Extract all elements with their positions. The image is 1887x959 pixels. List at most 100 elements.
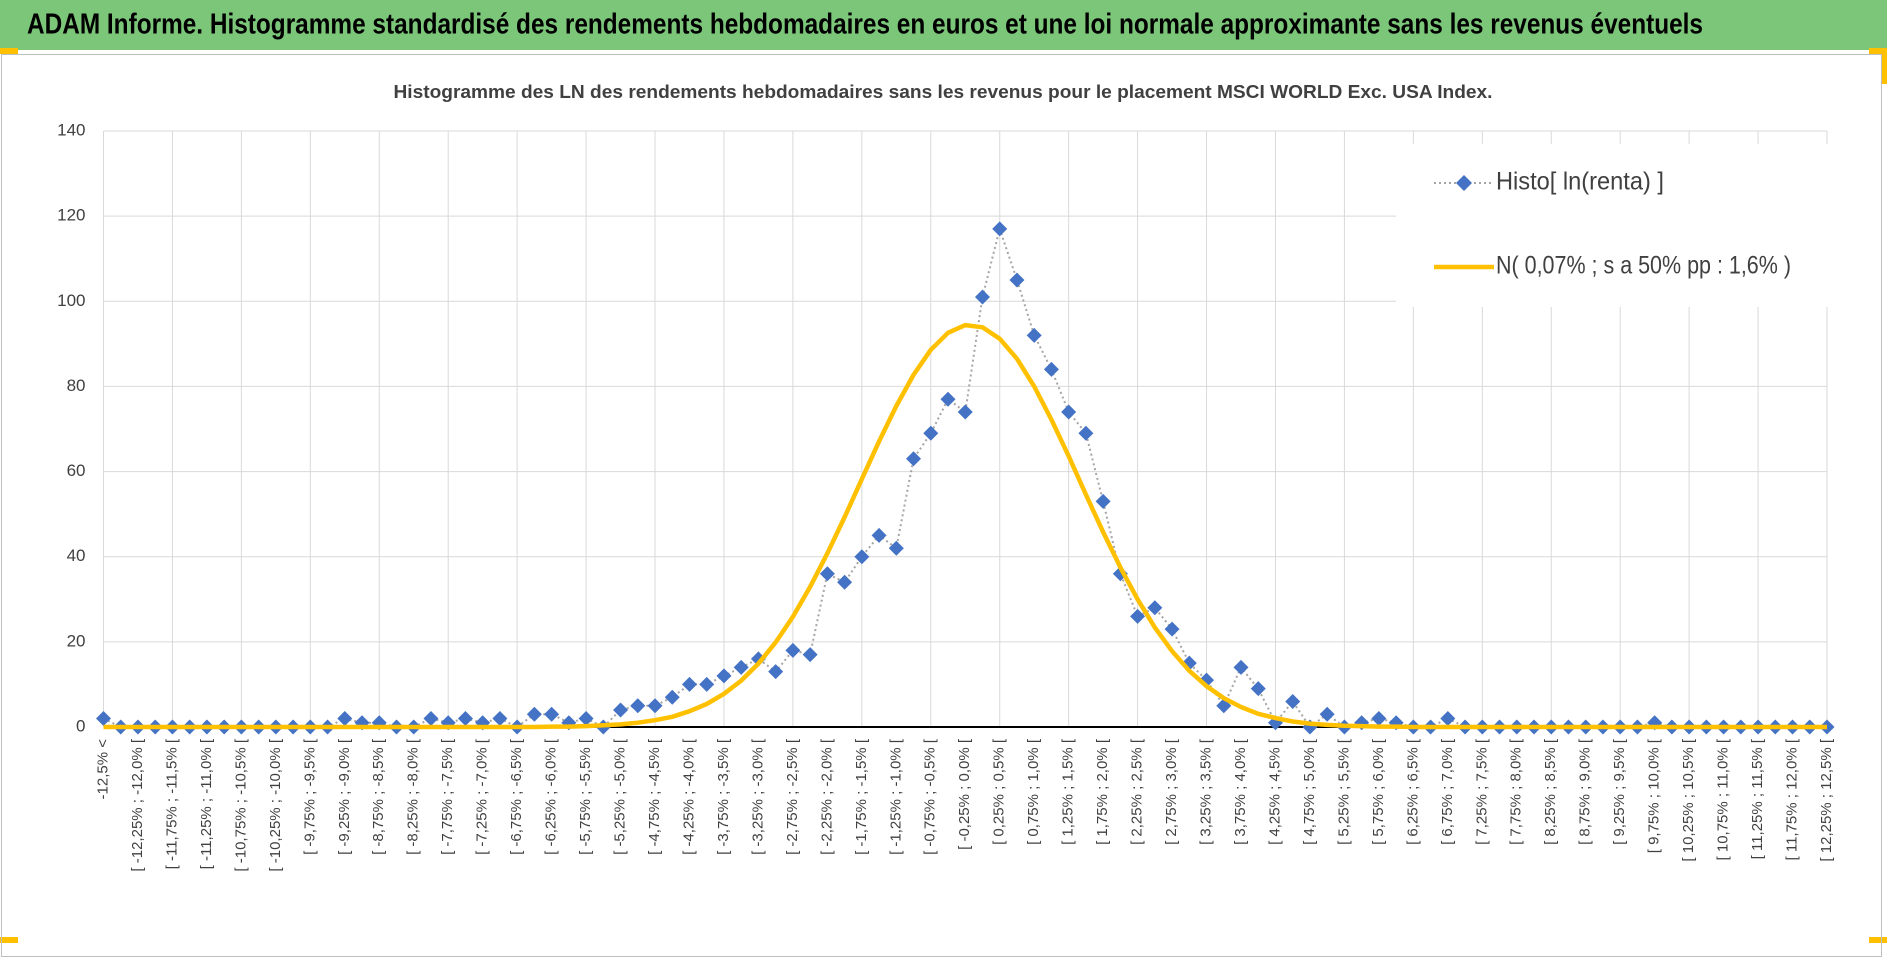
diamond-marker <box>871 527 887 543</box>
diamond-marker <box>1147 600 1163 616</box>
x-tick-label: [ -3,25% ; -3,0% [ <box>749 738 766 855</box>
y-tick-label: 140 <box>57 120 85 139</box>
legend-label: N( 0,07% ; s a 50% pp : 1,6% ) <box>1496 252 1791 280</box>
y-tick-label: 80 <box>67 376 86 395</box>
diamond-marker <box>578 710 594 726</box>
diamond-marker <box>802 647 818 663</box>
diamond-marker <box>837 574 853 590</box>
x-tick-label: [ 11,25% ; 11,5% [ <box>1749 738 1766 859</box>
diamond-marker <box>1061 404 1077 420</box>
diamond-marker <box>957 404 973 420</box>
x-tick-label: [ 6,75% ; 7,0% [ <box>1439 738 1456 845</box>
x-tick-label: [ -9,25% ; -9,0% [ <box>336 738 353 855</box>
corner-mark <box>1869 937 1887 943</box>
x-tick-label: [ 8,25% ; 8,5% [ <box>1542 738 1559 845</box>
x-tick-label: [ 6,25% ; 6,5% [ <box>1404 738 1421 845</box>
x-tick-label: [ 9,75% ; 10,0% [ <box>1646 738 1663 853</box>
diamond-marker <box>768 664 784 680</box>
x-tick-label: [ 2,75% ; 3,0% [ <box>1163 738 1180 845</box>
diamond-marker <box>337 710 353 726</box>
y-tick-label: 120 <box>57 206 85 225</box>
series-line <box>103 322 1827 730</box>
diamond-marker <box>613 702 629 718</box>
diamond-marker <box>544 706 560 722</box>
x-tick-label: [ 1,75% ; 2,0% [ <box>1094 738 1111 845</box>
diamond-marker <box>1095 493 1111 509</box>
x-tick-label: [ 11,75% ; 12,0% [ <box>1783 738 1800 860</box>
corner-mark <box>0 937 18 943</box>
diamond-marker <box>526 706 542 722</box>
diamond-marker <box>992 221 1008 237</box>
header-title: ADAM Informe. Histogramme standardisé de… <box>27 9 1703 41</box>
x-tick-label: [ -4,25% ; -4,0% [ <box>680 738 697 855</box>
x-tick-label: [ -8,25% ; -8,0% [ <box>405 738 422 855</box>
x-tick-label: [ 3,75% ; 4,0% [ <box>1232 738 1249 845</box>
x-tick-label: [ -3,75% ; -3,5% [ <box>715 738 732 855</box>
x-tick-label: [ -6,75% ; -6,5% [ <box>508 738 525 855</box>
diamond-marker <box>681 676 697 692</box>
x-tick-label: [ 0,75% ; 1,0% [ <box>1025 738 1042 845</box>
diamond-marker <box>1130 608 1146 624</box>
x-tick-label: [ -4,75% ; -4,5% [ <box>646 738 663 855</box>
diamond-marker <box>785 642 801 658</box>
x-tick-label: [ 10,25% ; 10,5% [ <box>1680 738 1697 861</box>
diamond-marker <box>96 710 111 726</box>
header-bar <box>0 0 1887 50</box>
x-tick-label: [ 1,25% ; 1,5% [ <box>1060 738 1077 845</box>
x-tick-label: [ 5,25% ; 5,5% [ <box>1335 738 1352 845</box>
x-tick-label: [ -8,75% ; -8,5% [ <box>370 738 387 855</box>
x-tick-label: [ 5,75% ; 6,0% [ <box>1370 738 1387 845</box>
diamond-marker <box>923 425 939 441</box>
diamond-marker <box>1250 681 1266 697</box>
diamond-marker <box>1233 659 1249 675</box>
legend-marker <box>1456 175 1472 191</box>
y-tick-label: 60 <box>67 461 86 480</box>
diamond-marker <box>854 549 870 565</box>
diamond-marker <box>647 698 663 714</box>
diamond-marker <box>819 566 835 582</box>
diamond-marker <box>716 668 732 684</box>
plot: 0 20 40 60 80 100 120 140 -12,5% < [ -12,25% ; -1… <box>57 120 1835 871</box>
legend-label: Histo[ ln(renta) ] <box>1496 168 1664 196</box>
x-tick-label: [ 8,75% ; 9,0% [ <box>1577 738 1594 845</box>
legend-box <box>1396 144 1829 307</box>
x-tick-label: [ 7,75% ; 8,0% [ <box>1508 738 1525 845</box>
x-tick-label: [ -0,75% ; -0,5% [ <box>922 738 939 855</box>
x-tick-label: [ -10,75% ; -10,5% [ <box>232 738 249 871</box>
y-tick-label: 40 <box>67 546 86 565</box>
x-tick-label: [ -0,25% ; 0,0% [ <box>956 738 973 850</box>
diamond-marker <box>423 710 439 726</box>
diamond-marker <box>1043 361 1059 377</box>
diamond-marker <box>906 451 922 467</box>
x-tick-label: [ 3,25% ; 3,5% [ <box>1198 738 1215 845</box>
x-tick-label: [ -2,75% ; -2,5% [ <box>784 738 801 855</box>
x-tick-label: [ -2,25% ; -2,0% [ <box>818 738 835 855</box>
y-tick-label: 0 <box>76 716 85 735</box>
diamond-marker <box>1164 621 1180 637</box>
x-tick-label: [ -7,75% ; -7,5% [ <box>439 738 456 855</box>
x-tick-label: [ -11,75% ; -11,5% [ <box>163 738 180 869</box>
x-tick-label: [ 4,25% ; 4,5% [ <box>1266 738 1283 845</box>
x-tick-label: [ 0,25% ; 0,5% [ <box>991 738 1008 845</box>
diamond-marker <box>974 289 990 305</box>
x-tick-label: [ 4,75% ; 5,0% [ <box>1301 738 1318 845</box>
diamond-marker <box>940 391 956 407</box>
diamond-marker <box>1078 425 1094 441</box>
x-tick-label: [ -5,25% ; -5,0% [ <box>612 738 629 855</box>
x-tick-label: [ -9,75% ; -9,5% [ <box>301 738 318 855</box>
x-tick-label: -12,5% < <box>94 739 111 800</box>
x-tick-label: [ 9,25% ; 9,5% [ <box>1611 738 1628 845</box>
x-tick-label: [ -10,25% ; -10,0% [ <box>267 738 284 871</box>
x-tick-label: [ -1,25% ; -1,0% [ <box>887 738 904 855</box>
corner-mark <box>1882 54 1887 84</box>
x-tick-label: [ -6,25% ; -6,0% [ <box>543 738 560 855</box>
x-tick-label: [ -12,25% ; -12,0% [ <box>129 738 146 871</box>
diamond-marker <box>699 676 715 692</box>
y-tick-label: 100 <box>57 291 85 310</box>
chart-border <box>1 54 1882 957</box>
chart-title: Histogramme des LN des rendements hebdom… <box>394 82 1493 102</box>
diamond-marker <box>664 689 680 705</box>
x-tick-label: [ 12,25% ; 12,5% [ <box>1818 738 1835 861</box>
diamond-marker <box>888 540 904 556</box>
x-tick-label: [ 7,25% ; 7,5% [ <box>1473 738 1490 845</box>
